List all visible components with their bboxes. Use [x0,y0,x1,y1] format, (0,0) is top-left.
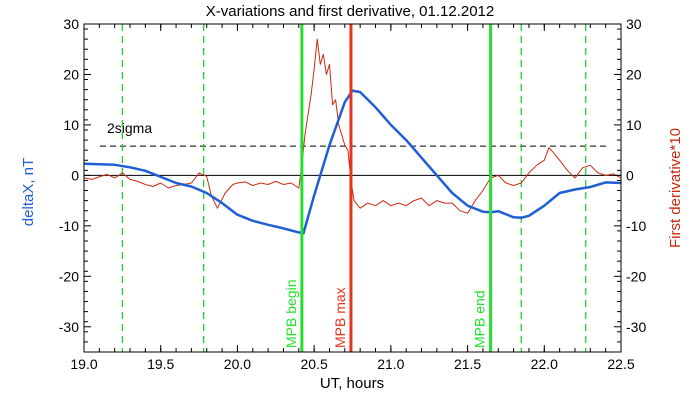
derivative-line [83,38,622,214]
y-axis-label-left: deltaX, nT [20,158,37,226]
y-tick-label-right: -30 [626,319,646,335]
x-tick-label: 21.0 [377,356,404,372]
x-tick-label: 22.5 [607,356,634,372]
plot-area: 2sigma MPB begin MPB max MPB end [83,24,622,352]
y-tick-label-left: 10 [63,117,79,133]
vertical-marker-label-2: MPB end [472,290,488,348]
y-tick-label-left: -20 [59,268,79,284]
vertical-marker-label-0: MPB begin [283,280,299,348]
y-tick-label-right: 30 [626,16,642,32]
y-tick-label-right: 0 [626,167,634,183]
y-tick-label-right: 10 [626,117,642,133]
y-tick-label-left: 20 [63,66,79,82]
x-tick-label: 21.5 [454,356,481,372]
y-tick-label-right: 20 [626,66,642,82]
y-tick-label-left: -10 [59,218,79,234]
y-tick-label-left: 0 [71,167,79,183]
y-axis-label-right: First derivative*10 [667,128,684,248]
x-axis-label: UT, hours [320,375,384,392]
y-tick-label-right: -10 [626,218,646,234]
x-tick-label: 20.0 [224,356,251,372]
axes: 19.0 19.5 20.0 20.5 21.0 21.5 22.0 22.5 -30 -30 -2… [59,16,647,372]
sigma-label: 2sigma [107,120,152,136]
y-tick-label-left: 30 [63,16,79,32]
y-tick-label-right: -20 [626,268,646,284]
x-tick-label: 22.0 [531,356,558,372]
vertical-marker-label-1: MPB max [332,287,348,348]
x-tick-label: 20.5 [301,356,328,372]
x-tick-label: 19.5 [147,356,174,372]
deltax-line [83,89,622,235]
chart-title: X-variations and first derivative, 01.12… [206,3,495,20]
x-tick-label: 19.0 [70,356,97,372]
plot-frame [83,23,622,353]
y-tick-label-left: -30 [59,319,79,335]
